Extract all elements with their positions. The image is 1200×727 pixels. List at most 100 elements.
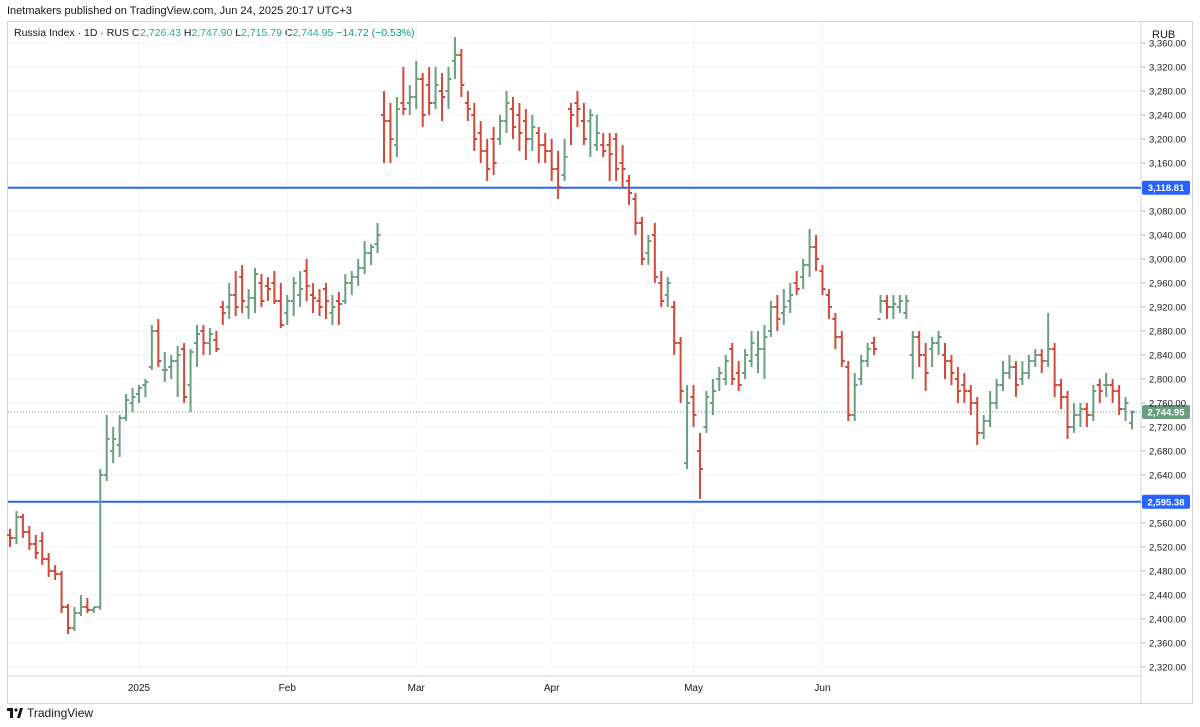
ohlc-bar <box>361 241 368 274</box>
ohlc-bar <box>39 532 46 565</box>
ohlc-bar <box>181 343 188 403</box>
ohlc-bar <box>419 73 426 127</box>
ohlc-bar <box>516 103 523 151</box>
time-axis-tick-label: Feb <box>279 683 297 694</box>
ohlc-bar <box>135 385 142 403</box>
price-axis-tick-label: 3,320.00 <box>1149 63 1186 74</box>
ohlc-bar <box>123 394 130 421</box>
price-axis-tick-label: 2,960.00 <box>1149 279 1186 290</box>
ohlc-bar <box>1070 403 1077 433</box>
ohlc-bar <box>264 277 271 301</box>
footer-brand[interactable]: TradingView <box>7 706 93 720</box>
time-axis-tick-label: Jun <box>814 683 830 694</box>
time-axis-tick-label: 2025 <box>128 683 151 694</box>
ohlc-bar <box>432 67 439 109</box>
ohlc-bar <box>303 259 310 301</box>
ohlc-bar <box>103 415 110 481</box>
ohlc-bar <box>716 367 723 391</box>
ohlc-bar <box>387 103 394 163</box>
ohlc-bar <box>690 385 697 427</box>
ohlc-bar <box>916 331 923 367</box>
ohlc-bar <box>529 115 536 151</box>
ohlc-bar <box>825 289 832 319</box>
horizontal-level-badge-label: 3,118.81 <box>1148 183 1185 194</box>
ohlc-bar <box>393 97 400 157</box>
ohlc-bar <box>1032 349 1039 367</box>
ohlc-bar <box>52 565 59 580</box>
ohlc-bar <box>1038 349 1045 373</box>
ohlc-bar <box>1077 403 1084 427</box>
ohlc-bar <box>755 331 761 373</box>
price-axis-tick-label: 2,440.00 <box>1149 591 1186 602</box>
ohlc-bar <box>1083 403 1090 427</box>
ohlc-bar <box>232 271 239 316</box>
price-axis-tick-label: 2,720.00 <box>1149 423 1186 434</box>
ohlc-bar <box>200 325 207 355</box>
price-axis-tick-label: 2,840.00 <box>1149 351 1186 362</box>
ohlc-bar <box>1051 343 1058 397</box>
time-axis-tick-label: Apr <box>544 683 560 694</box>
ohlc-bar <box>535 127 542 163</box>
price-axis-tick-label: 2,400.00 <box>1149 615 1186 626</box>
ohlc-bar <box>90 606 97 613</box>
price-axis-tick-label: 2,920.00 <box>1149 303 1186 314</box>
ohlc-bar <box>722 355 729 385</box>
ohlc-bar <box>213 331 220 352</box>
legend-low-label: L <box>235 27 242 39</box>
ohlc-bar <box>226 283 233 319</box>
horizontal-level-badge <box>1142 494 1190 509</box>
ohlc-bar <box>967 385 974 415</box>
horizontal-level-badge-label: 2,595.38 <box>1148 497 1185 508</box>
ohlc-bar <box>883 295 890 319</box>
ohlc-bar <box>929 337 936 367</box>
ohlc-bar <box>555 151 562 199</box>
price-axis-tick-label: 2,520.00 <box>1149 543 1186 554</box>
ohlc-bar <box>206 328 213 355</box>
price-axis-tick-label: 3,200.00 <box>1149 135 1186 146</box>
ohlc-bar <box>548 139 555 181</box>
ohlc-bar <box>729 343 736 385</box>
price-axis-tick-label: 2,640.00 <box>1149 471 1186 482</box>
ohlc-bar <box>1122 397 1129 421</box>
ohlc-bar <box>258 274 265 307</box>
ohlc-bar <box>613 133 620 181</box>
ohlc-bar <box>142 379 149 397</box>
ohlc-bar <box>980 415 987 439</box>
ohlc-bar <box>84 598 91 613</box>
ohlc-bar <box>696 433 703 499</box>
ohlc-bar <box>600 133 607 157</box>
ohlc-bar <box>742 349 749 379</box>
currency-label[interactable]: RUB <box>1152 29 1176 41</box>
ohlc-bar <box>864 343 871 367</box>
ohlc-bar <box>19 514 26 538</box>
ohlc-bar <box>284 295 291 325</box>
ohlc-bar <box>335 292 342 325</box>
ohlc-bar <box>413 61 420 109</box>
ohlc-bar <box>813 235 820 271</box>
horizontal-levels: 3,118.81 2,595.38 2,744.95 <box>8 180 1190 509</box>
ohlc-bar <box>793 271 800 295</box>
footer-brand-text: TradingView <box>27 706 94 720</box>
legend-symbol[interactable]: Russia Index · 1D · RUS <box>14 27 129 39</box>
ohlc-bar <box>819 265 826 295</box>
ohlc-bar <box>735 361 742 391</box>
ohlc-bar <box>858 355 865 385</box>
time-axis-tick-label: May <box>684 683 703 694</box>
ohlc-bar <box>194 325 200 367</box>
ohlc-bar <box>471 103 478 151</box>
ohlc-bar <box>761 325 768 379</box>
ohlc-bar <box>619 145 626 187</box>
ohlc-bar <box>290 277 297 316</box>
ohlc-bar <box>71 607 78 631</box>
last-price-badge <box>1142 405 1190 420</box>
last-price-badge-label: 2,744.95 <box>1148 408 1186 419</box>
ohlc-bar <box>709 379 716 415</box>
ohlc-bar <box>851 373 858 421</box>
ohlc-bar <box>574 91 581 127</box>
ohlc-bar <box>948 355 955 385</box>
ohlc-bar <box>239 265 246 313</box>
ohlc-bar <box>348 271 355 295</box>
price-axis-tick-label: 2,800.00 <box>1149 375 1186 386</box>
ohlc-bar <box>942 343 948 379</box>
